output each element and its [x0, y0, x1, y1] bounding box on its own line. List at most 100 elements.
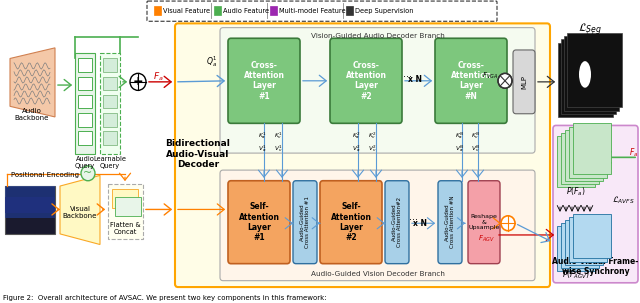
Bar: [5, 186, 55, 234]
Bar: [567, 33, 622, 107]
Text: $V_a^1$: $V_a^1$: [258, 143, 266, 154]
Text: $F_a$: $F_a$: [153, 70, 163, 83]
FancyBboxPatch shape: [293, 181, 317, 264]
FancyBboxPatch shape: [228, 38, 300, 123]
Text: Multi-model Feature: Multi-model Feature: [280, 8, 346, 14]
Text: Audio
Backbone: Audio Backbone: [15, 108, 49, 121]
Bar: [561, 39, 616, 114]
Bar: [108, 184, 143, 239]
Bar: [569, 217, 607, 261]
Circle shape: [81, 166, 95, 181]
Text: wise Synchrony: wise Synchrony: [562, 267, 629, 276]
FancyBboxPatch shape: [220, 170, 535, 281]
Text: ...: ...: [403, 69, 413, 79]
Text: Positional Encoding: Positional Encoding: [11, 172, 79, 178]
Bar: [561, 223, 599, 268]
Bar: [78, 58, 92, 72]
Text: $K_v^1$: $K_v^1$: [274, 131, 282, 142]
Bar: [573, 214, 611, 258]
Text: Audio Feature: Audio Feature: [223, 8, 269, 14]
Text: Visual Feature: Visual Feature: [163, 8, 210, 14]
FancyBboxPatch shape: [435, 38, 507, 123]
Text: Vision-Guided Audio Decoder Branch: Vision-Guided Audio Decoder Branch: [310, 33, 444, 39]
Bar: [565, 130, 603, 181]
Text: $V_v^N$: $V_v^N$: [471, 143, 481, 154]
Bar: [569, 127, 607, 178]
Text: $K_v^N$: $K_v^N$: [472, 131, 481, 142]
FancyBboxPatch shape: [175, 23, 550, 287]
Bar: [100, 53, 120, 154]
FancyBboxPatch shape: [320, 181, 382, 264]
Bar: [78, 77, 92, 90]
Bar: [112, 189, 138, 208]
Text: Audio-Visual Frame-: Audio-Visual Frame-: [552, 257, 639, 266]
Text: $P(F_{AGV})$: $P(F_{AGV})$: [562, 268, 590, 281]
Bar: [103, 131, 117, 145]
FancyBboxPatch shape: [228, 181, 290, 264]
Circle shape: [501, 216, 515, 231]
Text: Visual
Backbone: Visual Backbone: [63, 206, 97, 219]
Text: $Q_a^1$: $Q_a^1$: [206, 54, 218, 69]
Text: Reshape
&
Upsample: Reshape & Upsample: [468, 214, 500, 231]
FancyBboxPatch shape: [513, 50, 535, 114]
Text: Cross-
Attention
Layer
#N: Cross- Attention Layer #N: [451, 61, 492, 101]
Text: $K_a^1$: $K_a^1$: [258, 131, 266, 142]
Text: $V_a^2$: $V_a^2$: [352, 143, 360, 154]
Bar: [154, 6, 161, 15]
Text: MLP: MLP: [521, 75, 527, 89]
Text: $F_a$: $F_a$: [628, 147, 638, 159]
Bar: [75, 53, 95, 154]
Text: Deep Supervision: Deep Supervision: [355, 8, 413, 14]
Bar: [271, 6, 277, 15]
Bar: [78, 131, 92, 145]
Bar: [103, 95, 117, 108]
Bar: [561, 133, 599, 184]
Text: ...: ...: [408, 212, 417, 222]
Text: $\mathcal{L}_{AVFS}$: $\mathcal{L}_{AVFS}$: [612, 194, 635, 206]
Bar: [573, 123, 611, 174]
Bar: [565, 220, 603, 265]
Bar: [78, 113, 92, 127]
Polygon shape: [10, 48, 55, 117]
Bar: [557, 136, 595, 187]
Bar: [558, 42, 613, 117]
Text: Audio
Query: Audio Query: [75, 156, 95, 169]
Text: $K_v^2$: $K_v^2$: [368, 131, 376, 142]
Polygon shape: [60, 175, 100, 245]
Text: $P(F_a)$: $P(F_a)$: [566, 185, 586, 198]
Ellipse shape: [579, 61, 591, 88]
Text: Audio-Guided
Cross Attention #N: Audio-Guided Cross Attention #N: [445, 196, 456, 248]
Text: $F_{AGV}$: $F_{AGV}$: [478, 234, 495, 244]
FancyBboxPatch shape: [468, 181, 500, 264]
Text: Cross-
Attention
Layer
#2: Cross- Attention Layer #2: [346, 61, 387, 101]
Text: Self-
Attention
Layer
#2: Self- Attention Layer #2: [330, 202, 371, 242]
FancyBboxPatch shape: [553, 125, 638, 283]
Text: Audio-Guided
Cross Attention#2: Audio-Guided Cross Attention#2: [392, 197, 403, 247]
Text: Learnable
Query: Learnable Query: [93, 156, 127, 169]
Text: Figure 2:  Overall architecture of AVSAC. We present two key components in this : Figure 2: Overall architecture of AVSAC.…: [3, 295, 326, 301]
Text: $F_{VGA}$: $F_{VGA}$: [482, 70, 498, 81]
FancyBboxPatch shape: [220, 28, 535, 153]
FancyBboxPatch shape: [147, 1, 497, 21]
Text: $V_v^2$: $V_v^2$: [368, 143, 376, 154]
Text: Bidirectional
Audio-Visual
Decoder: Bidirectional Audio-Visual Decoder: [166, 139, 230, 169]
Bar: [5, 186, 55, 218]
Text: Audio-Guided Vision Decoder Branch: Audio-Guided Vision Decoder Branch: [310, 271, 444, 277]
Text: $K_a^N$: $K_a^N$: [456, 131, 465, 142]
FancyBboxPatch shape: [438, 181, 462, 264]
Text: x N: x N: [413, 219, 427, 228]
Bar: [5, 197, 55, 213]
Text: x N: x N: [408, 75, 422, 84]
Bar: [103, 77, 117, 90]
FancyBboxPatch shape: [385, 181, 409, 264]
Bar: [103, 58, 117, 72]
Circle shape: [498, 73, 512, 88]
Bar: [78, 95, 92, 108]
Text: Self-
Attention
Layer
#1: Self- Attention Layer #1: [239, 202, 280, 242]
Bar: [115, 197, 141, 216]
FancyBboxPatch shape: [330, 38, 402, 123]
Text: $\mathcal{L}_{Seg}$: $\mathcal{L}_{Seg}$: [578, 22, 602, 38]
Bar: [564, 36, 619, 111]
Bar: [557, 226, 595, 271]
Text: ~: ~: [83, 168, 93, 178]
